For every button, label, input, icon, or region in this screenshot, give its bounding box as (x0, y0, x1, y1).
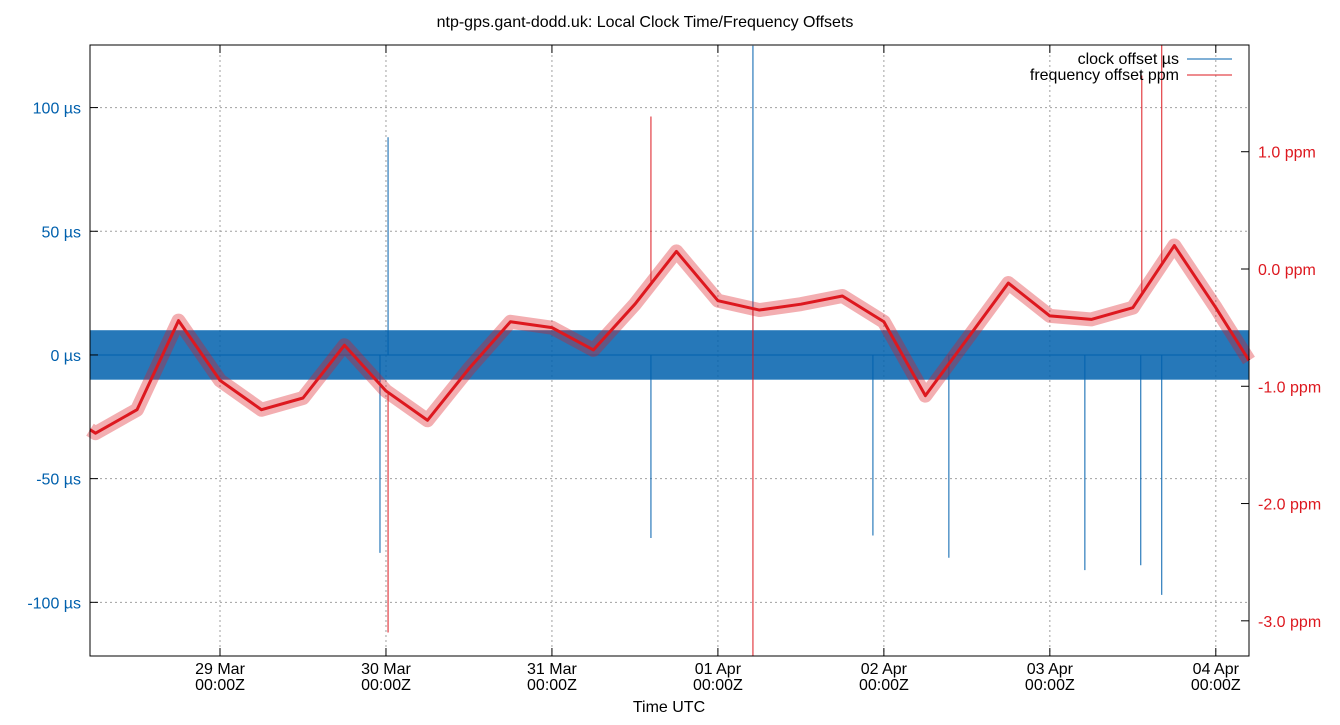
frequency-offset-line (89, 244, 1251, 435)
x-tick-label: 04 Apr (1193, 661, 1240, 678)
y-right-tick-label: -1.0 ppm (1258, 379, 1321, 396)
x-tick-label: 30 Mar (361, 661, 411, 678)
y-left-tick-label: 100 µs (33, 101, 81, 118)
y-left-tick-label: 50 µs (42, 224, 81, 241)
x-tick-label: 03 Apr (1027, 661, 1074, 678)
legend-label-clock: clock offset µs (1078, 51, 1179, 68)
x-tick-label: 31 Mar (527, 661, 577, 678)
y-right-tick-label: 1.0 ppm (1258, 145, 1316, 162)
x-axis-label: Time UTC (633, 699, 705, 716)
x-tick-label: 00:00Z (693, 677, 743, 694)
chart-title: ntp-gps.gant-dodd.uk: Local Clock Time/F… (437, 14, 854, 31)
x-tick-label: 00:00Z (195, 677, 245, 694)
x-tick-label: 00:00Z (1191, 677, 1241, 694)
x-tick-label: 00:00Z (361, 677, 411, 694)
x-tick-label: 29 Mar (195, 661, 245, 678)
x-tick-label: 00:00Z (527, 677, 577, 694)
y-right-tick-label: -2.0 ppm (1258, 497, 1321, 514)
x-tick-label: 00:00Z (859, 677, 909, 694)
legend-label-frequency: frequency offset ppm (1030, 67, 1179, 84)
x-tick-label: 01 Apr (695, 661, 742, 678)
y-right-tick-label: 0.0 ppm (1258, 262, 1316, 279)
y-right-tick-label: -3.0 ppm (1258, 614, 1321, 631)
y-left-tick-label: 0 µs (50, 348, 81, 365)
plot-area (86, 45, 1255, 656)
x-tick-label: 00:00Z (1025, 677, 1075, 694)
y-left-tick-label: -50 µs (36, 472, 81, 489)
legend: clock offset µs frequency offset ppm (1030, 51, 1232, 84)
plot-border (89, 44, 1250, 657)
x-tick-label: 02 Apr (861, 661, 908, 678)
y-left-tick-label: -100 µs (27, 595, 81, 612)
